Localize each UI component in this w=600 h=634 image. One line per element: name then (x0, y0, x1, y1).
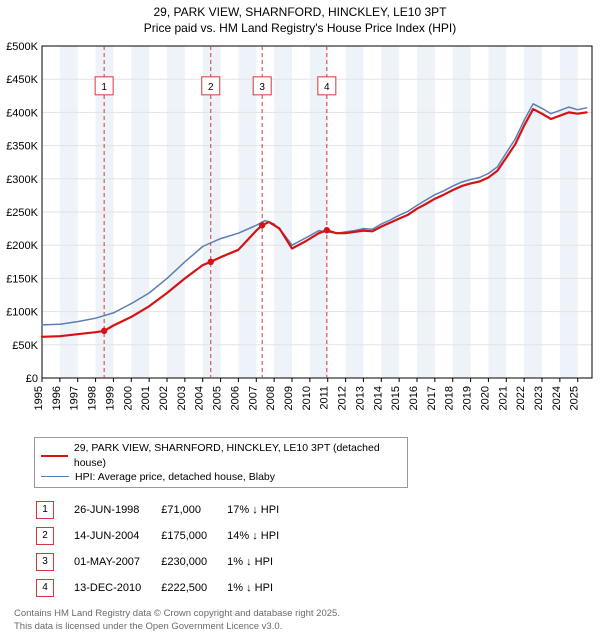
svg-text:2016: 2016 (408, 386, 420, 410)
svg-text:2002: 2002 (158, 386, 170, 410)
svg-text:2013: 2013 (354, 386, 366, 410)
svg-text:2003: 2003 (176, 386, 188, 410)
events-table: 1 26-JUN-1998£71,00017% ↓ HPI 2 14-JUN-2004… (34, 496, 299, 602)
footer-line-1: Contains HM Land Registry data © Crown c… (14, 608, 590, 621)
svg-text:1999: 1999 (104, 386, 116, 410)
svg-text:2020: 2020 (479, 386, 491, 410)
svg-text:2023: 2023 (533, 386, 545, 410)
svg-text:2000: 2000 (122, 386, 134, 410)
legend-label: 29, PARK VIEW, SHARNFORD, HINCKLEY, LE10… (74, 441, 401, 469)
legend-swatch (41, 476, 69, 477)
event-delta: 1% ↓ HPI (227, 576, 297, 600)
svg-text:£300K: £300K (6, 174, 38, 186)
event-date: 13-DEC-2010 (74, 576, 159, 600)
svg-text:1997: 1997 (69, 386, 81, 410)
event-row: 3 01-MAY-2007£230,0001% ↓ HPI (36, 550, 297, 574)
svg-text:£200K: £200K (6, 241, 38, 253)
svg-text:2009: 2009 (283, 386, 295, 410)
event-delta: 14% ↓ HPI (227, 524, 297, 548)
event-date: 26-JUN-1998 (74, 498, 159, 522)
event-delta: 17% ↓ HPI (227, 498, 297, 522)
chart-container: 29, PARK VIEW, SHARNFORD, HINCKLEY, LE10… (0, 0, 600, 634)
footer-note: Contains HM Land Registry data © Crown c… (14, 608, 590, 634)
legend-row: HPI: Average price, detached house, Blab… (41, 470, 401, 484)
svg-text:4: 4 (324, 82, 330, 93)
svg-text:£350K: £350K (6, 141, 38, 153)
svg-text:2: 2 (208, 82, 214, 93)
svg-text:2015: 2015 (390, 386, 402, 410)
svg-text:3: 3 (259, 82, 265, 93)
chart-svg: £0 £50K £100K £150K £200K £250K £300K £350K £400… (0, 38, 600, 433)
svg-text:£100K: £100K (6, 307, 38, 319)
event-marker: 3 (36, 553, 54, 571)
legend-row: 29, PARK VIEW, SHARNFORD, HINCKLEY, LE10… (41, 441, 401, 469)
svg-text:£150K: £150K (6, 274, 38, 286)
event-price: £230,000 (161, 550, 225, 574)
svg-text:£400K: £400K (6, 108, 38, 120)
svg-text:1996: 1996 (51, 386, 63, 410)
svg-text:1995: 1995 (33, 386, 45, 410)
svg-text:£500K: £500K (6, 41, 38, 53)
event-marker: 2 (36, 527, 54, 545)
svg-text:2008: 2008 (265, 386, 277, 410)
event-row: 4 13-DEC-2010£222,5001% ↓ HPI (36, 576, 297, 600)
title-line-2: Price paid vs. HM Land Registry's House … (0, 20, 600, 36)
svg-text:2024: 2024 (551, 386, 563, 410)
svg-text:2012: 2012 (337, 386, 349, 410)
svg-text:2007: 2007 (247, 386, 259, 410)
svg-text:2018: 2018 (444, 386, 456, 410)
svg-text:2025: 2025 (569, 386, 581, 410)
event-date: 01-MAY-2007 (74, 550, 159, 574)
svg-text:2006: 2006 (229, 386, 241, 410)
svg-text:2022: 2022 (515, 386, 527, 410)
svg-text:2021: 2021 (497, 386, 509, 410)
svg-text:£250K: £250K (6, 207, 38, 219)
legend: 29, PARK VIEW, SHARNFORD, HINCKLEY, LE10… (34, 437, 408, 488)
svg-text:2011: 2011 (319, 386, 331, 410)
chart-area: £0 £50K £100K £150K £200K £250K £300K £350K £400… (0, 38, 600, 433)
event-marker: 1 (36, 501, 54, 519)
title-line-1: 29, PARK VIEW, SHARNFORD, HINCKLEY, LE10… (0, 4, 600, 20)
title-block: 29, PARK VIEW, SHARNFORD, HINCKLEY, LE10… (0, 0, 600, 38)
event-row: 1 26-JUN-1998£71,00017% ↓ HPI (36, 498, 297, 522)
event-price: £222,500 (161, 576, 225, 600)
legend-label: HPI: Average price, detached house, Blab… (75, 470, 275, 484)
svg-text:2019: 2019 (462, 386, 474, 410)
svg-text:1998: 1998 (87, 386, 99, 410)
footer-line-2: This data is licensed under the Open Gov… (14, 621, 590, 634)
event-date: 14-JUN-2004 (74, 524, 159, 548)
legend-swatch (41, 455, 68, 457)
svg-text:1: 1 (101, 82, 107, 93)
svg-text:£50K: £50K (12, 340, 38, 352)
svg-text:2005: 2005 (212, 386, 224, 410)
svg-text:2017: 2017 (426, 386, 438, 410)
svg-text:£0: £0 (26, 373, 38, 385)
svg-text:2014: 2014 (372, 386, 384, 410)
event-row: 2 14-JUN-2004£175,00014% ↓ HPI (36, 524, 297, 548)
svg-text:2004: 2004 (194, 386, 206, 410)
svg-text:2001: 2001 (140, 386, 152, 410)
svg-text:2010: 2010 (301, 386, 313, 410)
event-marker: 4 (36, 579, 54, 597)
event-delta: 1% ↓ HPI (227, 550, 297, 574)
event-price: £71,000 (161, 498, 225, 522)
svg-text:£450K: £450K (6, 75, 38, 87)
event-price: £175,000 (161, 524, 225, 548)
